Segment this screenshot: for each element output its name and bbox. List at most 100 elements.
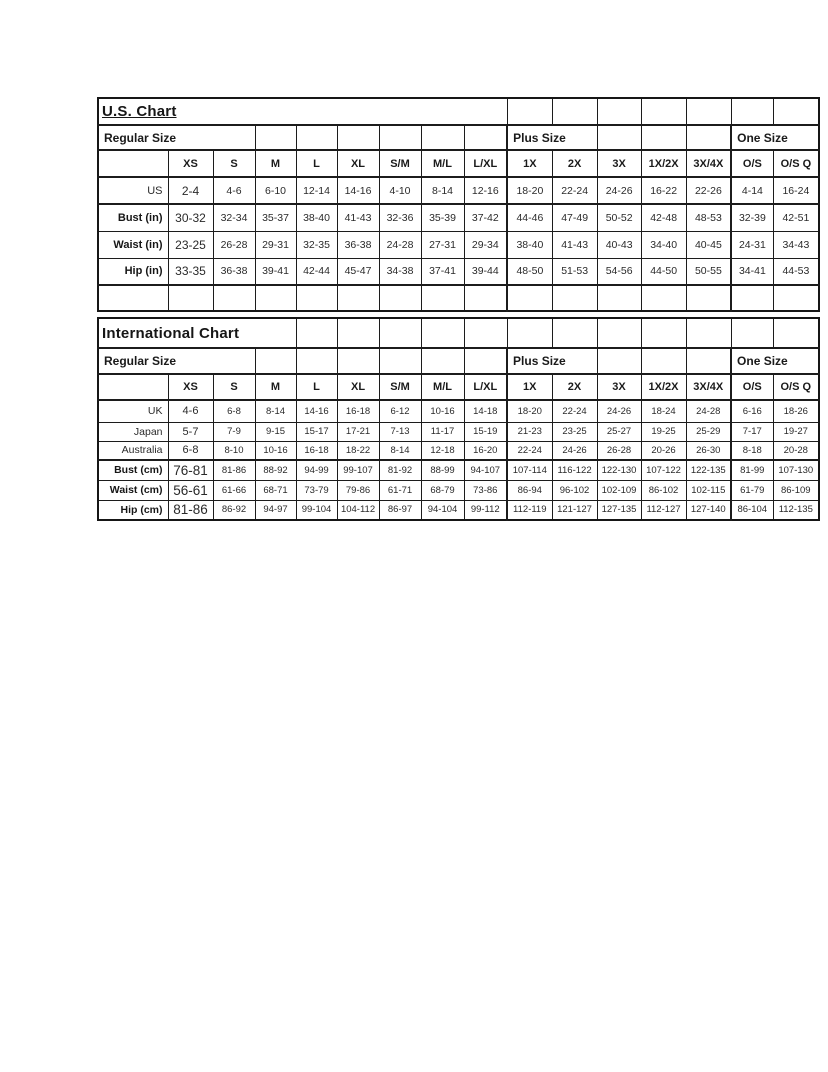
- empty-cell: [336, 317, 380, 349]
- size-value-cell: 39-41: [254, 257, 297, 286]
- size-value-cell: 96-102: [551, 479, 598, 501]
- size-value-cell: 24-28: [685, 399, 732, 423]
- empty-cell: [640, 124, 687, 151]
- empty-cell: [97, 373, 169, 401]
- empty-cell: [772, 97, 820, 126]
- size-value-cell: 19-25: [640, 421, 687, 442]
- size-column-header: XS: [167, 149, 214, 178]
- size-value-cell: 6-16: [730, 399, 774, 423]
- size-column-header: L: [295, 149, 338, 178]
- size-column-header: S: [212, 149, 256, 178]
- size-value-cell: 112-127: [640, 499, 687, 521]
- empty-cell: [596, 97, 642, 126]
- empty-cell: [212, 284, 256, 312]
- size-value-cell: 61-71: [378, 479, 422, 501]
- table-row: Waist (cm) 56-61 61-66 68-71 73-79 79-86 61-71…: [97, 479, 820, 501]
- row-label: Waist (cm): [97, 479, 169, 501]
- row-label: Waist (in): [97, 230, 169, 259]
- empty-cell: [506, 317, 553, 349]
- size-value-cell: 112-135: [772, 499, 820, 521]
- size-value-cell: 76-81: [167, 459, 214, 481]
- size-value-cell: 35-37: [254, 203, 297, 232]
- size-column-header: M/L: [420, 373, 465, 401]
- size-value-cell: 88-92: [254, 459, 297, 481]
- us-chart-title: U.S. Chart: [97, 97, 508, 126]
- size-value-cell: 34-41: [730, 257, 774, 286]
- empty-cell: [420, 317, 465, 349]
- international-size-chart-table: International Chart Regular Size: [97, 317, 821, 521]
- empty-cell: [295, 317, 338, 349]
- size-value-cell: 35-39: [420, 203, 465, 232]
- size-value-cell: 4-14: [730, 176, 774, 205]
- size-value-cell: 22-24: [551, 399, 598, 423]
- empty-cell: [730, 284, 774, 312]
- size-value-cell: 18-20: [506, 399, 553, 423]
- size-column-header: 3X: [596, 373, 642, 401]
- size-value-cell: 44-53: [772, 257, 820, 286]
- empty-cell: [378, 317, 422, 349]
- size-value-cell: 19-27: [772, 421, 820, 442]
- size-value-cell: 122-130: [596, 459, 642, 481]
- size-value-cell: 24-26: [596, 176, 642, 205]
- international-chart-title-row: International Chart: [97, 317, 820, 349]
- empty-cell: [463, 124, 508, 151]
- empty-cell: [378, 347, 422, 375]
- size-value-cell: 39-44: [463, 257, 508, 286]
- size-value-cell: 16-18: [295, 440, 338, 461]
- size-value-cell: 41-43: [336, 203, 380, 232]
- size-value-cell: 40-45: [685, 230, 732, 259]
- size-value-cell: 33-35: [167, 257, 214, 286]
- size-value-cell: 22-24: [506, 440, 553, 461]
- plus-size-label: Plus Size: [506, 124, 598, 151]
- table-row: US 2-4 4-6 6-10 12-14 14-16 4-10 8-14 12-16 18-20…: [97, 176, 820, 205]
- size-value-cell: 8-14: [420, 176, 465, 205]
- size-value-cell: 107-130: [772, 459, 820, 481]
- empty-cell: [596, 347, 642, 375]
- empty-cell: [730, 317, 774, 349]
- table-row: Australia 6-8 8-10 10-16 16-18 18-22 8-14 12-18…: [97, 440, 820, 461]
- international-chart-groups-row: Regular Size Plus Size One Size: [97, 347, 820, 375]
- size-value-cell: 107-122: [640, 459, 687, 481]
- empty-cell: [463, 347, 508, 375]
- row-label: Hip (cm): [97, 499, 169, 521]
- size-value-cell: 41-43: [551, 230, 598, 259]
- table-row: Waist (in) 23-25 26-28 29-31 32-35 36-38 24-28…: [97, 230, 820, 259]
- size-value-cell: 102-115: [685, 479, 732, 501]
- table-row: Bust (cm) 76-81 81-86 88-92 94-99 99-107 81-92…: [97, 459, 820, 481]
- us-chart-groups-row: Regular Size Plus Size One Size: [97, 124, 820, 151]
- size-value-cell: 7-17: [730, 421, 774, 442]
- us-size-header-row: XS S M L XL S/M M/L L/XL 1X 2X 3X 1X/2X 3X/4X O/S O/S …: [97, 149, 820, 178]
- size-value-cell: 26-30: [685, 440, 732, 461]
- size-value-cell: 56-61: [167, 479, 214, 501]
- size-column-header: 1X: [506, 149, 553, 178]
- size-value-cell: 23-25: [551, 421, 598, 442]
- empty-cell: [295, 284, 338, 312]
- size-value-cell: 15-19: [463, 421, 508, 442]
- size-value-cell: 50-55: [685, 257, 732, 286]
- size-value-cell: 34-43: [772, 230, 820, 259]
- size-value-cell: 32-35: [295, 230, 338, 259]
- empty-cell: [640, 347, 687, 375]
- size-value-cell: 32-39: [730, 203, 774, 232]
- size-value-cell: 27-31: [420, 230, 465, 259]
- empty-cell: [336, 284, 380, 312]
- size-value-cell: 42-51: [772, 203, 820, 232]
- size-value-cell: 22-24: [551, 176, 598, 205]
- regular-size-label: Regular Size: [97, 124, 256, 151]
- size-value-cell: 8-14: [254, 399, 297, 423]
- size-value-cell: 79-86: [336, 479, 380, 501]
- empty-cell: [772, 284, 820, 312]
- size-value-cell: 8-10: [212, 440, 256, 461]
- size-value-cell: 16-22: [640, 176, 687, 205]
- size-value-cell: 29-31: [254, 230, 297, 259]
- size-column-header: 3X/4X: [685, 149, 732, 178]
- size-value-cell: 38-40: [506, 230, 553, 259]
- size-value-cell: 36-38: [336, 230, 380, 259]
- international-size-header-row: XS S M L XL S/M M/L L/XL 1X 2X 3X 1X/2X 3X/4X O/S O/S …: [97, 373, 820, 401]
- empty-cell: [295, 124, 338, 151]
- size-value-cell: 73-86: [463, 479, 508, 501]
- empty-cell: [596, 124, 642, 151]
- size-value-cell: 86-97: [378, 499, 422, 521]
- size-value-cell: 30-32: [167, 203, 214, 232]
- size-column-header: 1X/2X: [640, 149, 687, 178]
